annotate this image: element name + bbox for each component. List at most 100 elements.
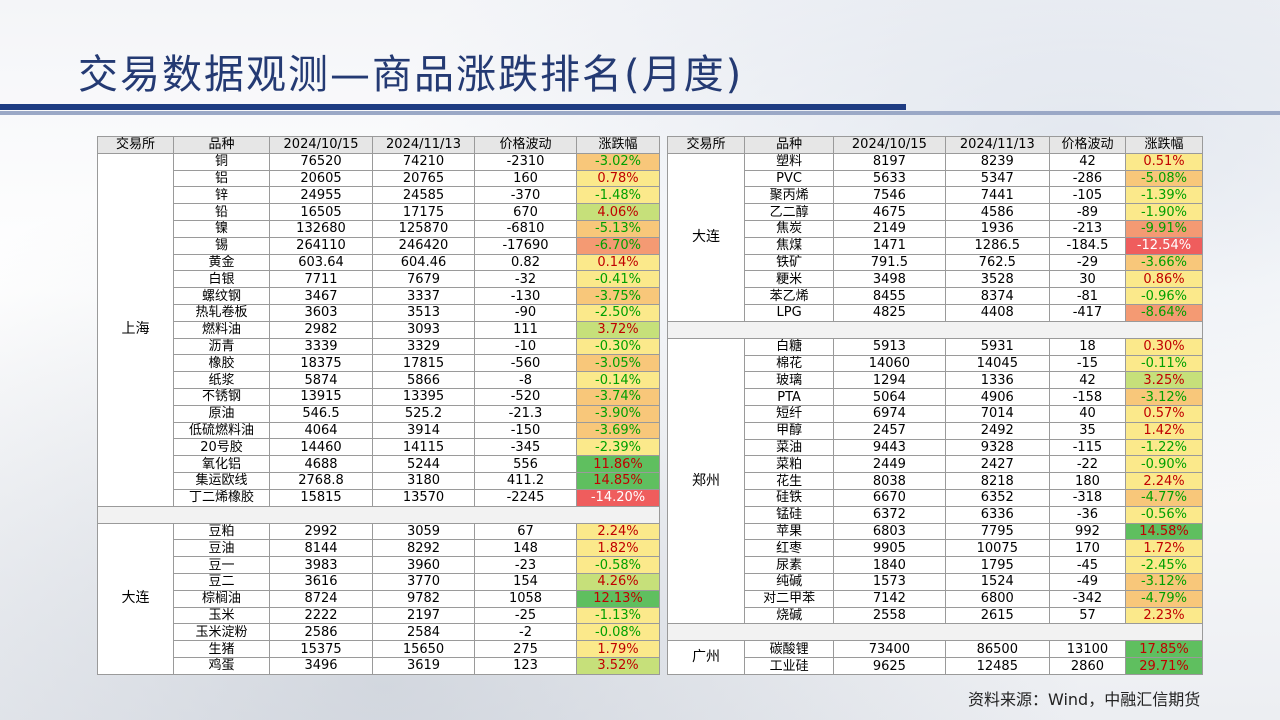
- change-cell: -17690: [474, 236, 577, 255]
- change-cell: -23: [474, 556, 577, 574]
- price-end-cell: 3093: [372, 320, 475, 339]
- price-start-cell: 9443: [833, 438, 946, 457]
- change-cell: 18: [1048, 337, 1126, 356]
- price-end-cell: 525.2: [372, 404, 475, 423]
- pct-change-cell: -5.13%: [576, 219, 660, 238]
- pct-change-cell: -1.39%: [1124, 186, 1204, 205]
- spacer-cell: [667, 320, 1203, 339]
- table-row: 广州 碳酸锂 73400 86500 13100 17.85%: [667, 640, 1204, 675]
- table-row: 菜油 9443 9328 -115 -1.22%: [668, 438, 1204, 457]
- table-row: 花生 8038 8218 180 2.24%: [668, 472, 1204, 490]
- table-row: 丁二烯橡胶 15815 13570 -2245 -14.20%: [98, 488, 660, 507]
- change-cell: -29: [1048, 253, 1126, 272]
- product-cell: 棉花: [743, 354, 835, 373]
- table-row: 豆油 8144 8292 148 1.82%: [98, 539, 660, 558]
- change-cell: 42: [1048, 152, 1126, 171]
- pct-change-cell: 2.23%: [1124, 606, 1204, 625]
- column-header: 价格波动: [1048, 136, 1126, 154]
- group-spacer-row: [97, 505, 660, 524]
- table-row: 豆二 3616 3770 154 4.26%: [98, 572, 660, 591]
- pct-change-cell: -1.13%: [576, 606, 660, 625]
- change-cell: 1058: [474, 589, 577, 608]
- pct-change-cell: 3.25%: [1124, 371, 1204, 390]
- change-cell: 67: [474, 522, 577, 541]
- change-cell: -286: [1048, 169, 1126, 188]
- price-end-cell: 1795: [944, 556, 1050, 574]
- product-cell: 纸浆: [173, 371, 270, 389]
- pct-change-cell: -2.45%: [1124, 556, 1204, 574]
- column-header: 涨跌幅: [1124, 136, 1204, 154]
- price-start-cell: 8197: [833, 152, 946, 171]
- table-row: 大连 塑料 8197 8239 42 0.51%: [667, 152, 1204, 322]
- table-row: 苹果 6803 7795 992 14.58%: [668, 522, 1204, 541]
- price-start-cell: 132680: [269, 219, 373, 238]
- exchange-cell: 上海: [97, 152, 174, 507]
- pct-change-cell: -5.08%: [1124, 169, 1204, 188]
- table-row: 苯乙烯 8455 8374 -81 -0.96%: [668, 287, 1204, 305]
- product-cell: 铝: [173, 169, 270, 188]
- table-row: 镍 132680 125870 -6810 -5.13%: [98, 219, 660, 238]
- price-end-cell: 3337: [372, 287, 475, 305]
- price-end-cell: 24585: [372, 186, 475, 205]
- table-row: 菜粕 2449 2427 -22 -0.90%: [668, 455, 1204, 474]
- price-start-cell: 24955: [269, 186, 373, 205]
- table-row: 对二甲苯 7142 6800 -342 -4.79%: [668, 589, 1204, 608]
- change-cell: -8: [474, 371, 577, 389]
- price-start-cell: 6803: [833, 522, 946, 541]
- pct-change-cell: 14.58%: [1124, 522, 1204, 541]
- page-title: 交易数据观测—商品涨跌排名(月度): [78, 52, 744, 98]
- change-cell: 180: [1048, 472, 1126, 490]
- product-cell: PTA: [743, 388, 835, 406]
- change-cell: 160: [474, 169, 577, 188]
- table-row: 锰硅 6372 6336 -36 -0.56%: [668, 505, 1204, 524]
- price-end-cell: 2197: [372, 606, 475, 625]
- change-cell: 170: [1048, 539, 1126, 558]
- product-cell: 纯碱: [743, 572, 835, 591]
- price-end-cell: 14045: [944, 354, 1050, 373]
- table-row: 沥青 3339 3329 -10 -0.30%: [98, 337, 660, 356]
- pct-change-cell: -0.58%: [576, 556, 660, 574]
- product-cell: 锌: [173, 186, 270, 205]
- price-end-cell: 10075: [944, 539, 1050, 558]
- price-start-cell: 20605: [269, 169, 373, 188]
- price-start-cell: 1471: [833, 236, 946, 255]
- price-end-cell: 15650: [372, 640, 475, 658]
- table-row: 纸浆 5874 5866 -8 -0.14%: [98, 371, 660, 389]
- price-end-cell: 7679: [372, 270, 475, 289]
- price-start-cell: 5874: [269, 371, 373, 389]
- column-header: 交易所: [667, 136, 745, 154]
- product-cell: 苯乙烯: [743, 287, 835, 305]
- pct-change-cell: -3.69%: [576, 421, 660, 440]
- price-start-cell: 603.64: [269, 253, 373, 272]
- table-row: 锌 24955 24585 -370 -1.48%: [98, 186, 660, 205]
- price-start-cell: 7546: [833, 186, 946, 205]
- product-cell: 豆一: [173, 556, 270, 574]
- pct-change-cell: 12.13%: [576, 589, 660, 608]
- price-start-cell: 5633: [833, 169, 946, 188]
- change-cell: 275: [474, 640, 577, 658]
- product-cell: 20号胶: [173, 438, 270, 457]
- price-start-cell: 2982: [269, 320, 373, 339]
- table-row: 玉米淀粉 2586 2584 -2 -0.08%: [98, 623, 660, 642]
- product-cell: 集运欧线: [173, 471, 270, 490]
- change-cell: 670: [474, 203, 577, 221]
- pct-change-cell: 14.85%: [576, 471, 660, 490]
- change-cell: -105: [1048, 186, 1126, 205]
- table-row: 20号胶 14460 14115 -345 -2.39%: [98, 438, 660, 457]
- price-end-cell: 4586: [944, 203, 1050, 221]
- table-row: 铝 20605 20765 160 0.78%: [98, 169, 660, 188]
- change-cell: -115: [1048, 438, 1126, 457]
- column-header: 价格波动: [474, 136, 577, 154]
- pct-change-cell: -3.74%: [576, 387, 660, 406]
- price-start-cell: 9905: [833, 539, 946, 558]
- table-row: 纯碱 1573 1524 -49 -3.12%: [668, 572, 1204, 591]
- product-cell: 锡: [173, 236, 270, 255]
- pct-change-cell: 0.14%: [576, 253, 660, 272]
- pct-change-cell: -3.12%: [1124, 572, 1204, 591]
- pct-change-cell: 4.06%: [576, 203, 660, 221]
- product-cell: 烧碱: [743, 606, 835, 625]
- price-start-cell: 4688: [269, 455, 373, 473]
- spacer-cell: [667, 623, 1203, 642]
- title-underline: [0, 104, 906, 110]
- price-end-cell: 5866: [372, 371, 475, 389]
